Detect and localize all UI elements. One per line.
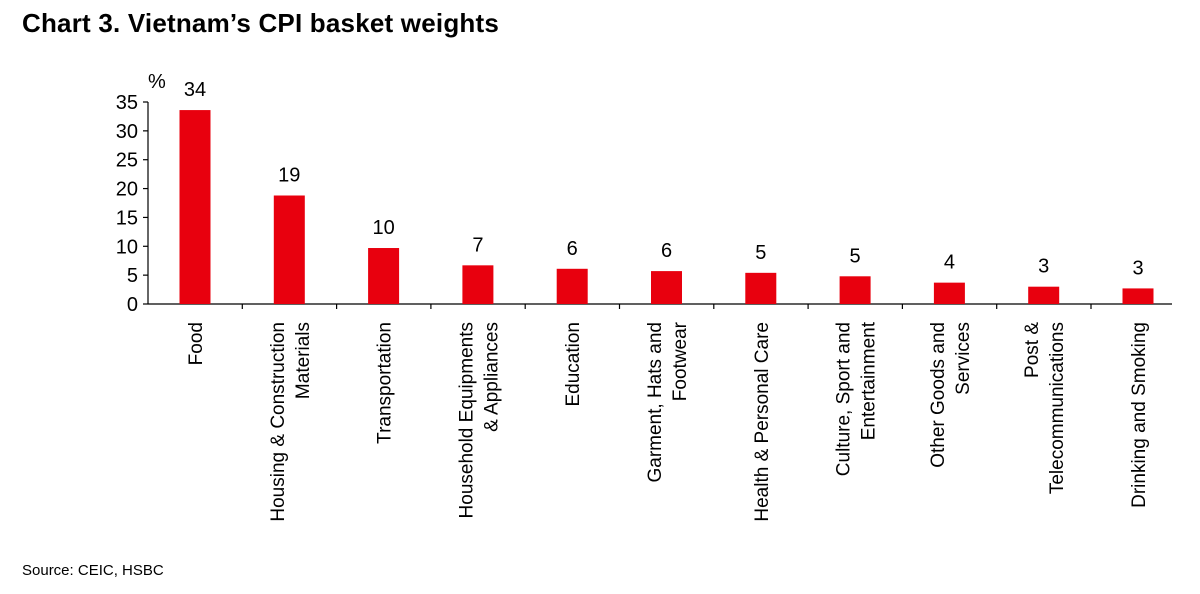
x-tick-label-line: Drinking and Smoking bbox=[1129, 322, 1150, 508]
x-tick-label-line: Health & Personal Care bbox=[752, 322, 773, 522]
y-tick-label: 35 bbox=[116, 92, 138, 114]
x-tick-label-line: Entertainment bbox=[859, 321, 880, 440]
x-tick-label-line: Services bbox=[953, 322, 974, 395]
x-tick-label-line: Food bbox=[186, 322, 207, 365]
data-label: 6 bbox=[567, 238, 578, 260]
x-tick-label-line: Education bbox=[563, 322, 584, 407]
x-tick-label-line: Transportation bbox=[375, 322, 396, 444]
x-tick-label: Household Equipments & Appliances bbox=[456, 322, 502, 518]
bar bbox=[179, 110, 211, 304]
x-tick-label: Post & Telecommunications bbox=[1022, 322, 1068, 494]
data-label: 5 bbox=[755, 242, 766, 264]
bar bbox=[556, 268, 588, 304]
x-tick-label-line: Telecommunications bbox=[1047, 322, 1068, 494]
y-tick-label: 10 bbox=[116, 236, 138, 258]
bar bbox=[839, 276, 871, 304]
x-tick-label-line: Footwear bbox=[670, 321, 691, 401]
x-tick-label-line: Culture, Sport and bbox=[834, 322, 855, 476]
data-label: 3 bbox=[1132, 257, 1143, 279]
y-tick-label: 30 bbox=[116, 121, 138, 143]
y-tick-label: 15 bbox=[116, 207, 138, 229]
bar bbox=[933, 282, 965, 304]
data-label: 19 bbox=[278, 164, 300, 186]
data-label: 34 bbox=[184, 79, 206, 101]
x-tick-label-line: Post & bbox=[1022, 322, 1043, 378]
bar bbox=[651, 271, 682, 304]
y-tick-label: 25 bbox=[116, 150, 138, 172]
x-tick-label: Drinking and Smoking bbox=[1129, 322, 1150, 508]
x-tick-label: Garment, Hats and Footwear bbox=[645, 321, 691, 482]
bar bbox=[1028, 286, 1060, 304]
chart-title: Chart 3. Vietnam’s CPI basket weights bbox=[22, 8, 499, 38]
bar bbox=[462, 265, 494, 304]
x-tick-label: Transportation bbox=[375, 322, 396, 444]
x-tick-label: Education bbox=[563, 322, 584, 407]
source-note: Source: CEIC, HSBC bbox=[22, 562, 164, 579]
y-tick-label: 5 bbox=[127, 265, 138, 287]
x-tick-label-line: Garment, Hats and bbox=[645, 322, 666, 483]
x-tick-label-line: Household Equipments bbox=[456, 322, 477, 518]
x-tick-label: Food bbox=[186, 322, 207, 365]
y-axis-unit-label: % bbox=[148, 71, 166, 93]
x-tick-label: Health & Personal Care bbox=[752, 322, 773, 522]
y-tick-label: 20 bbox=[116, 179, 138, 201]
data-label: 7 bbox=[472, 234, 483, 256]
x-tick-label: Other Goods and Services bbox=[928, 322, 974, 468]
bar bbox=[273, 195, 305, 304]
bar bbox=[368, 248, 400, 304]
bar bbox=[1122, 288, 1154, 304]
data-label: 6 bbox=[661, 240, 672, 262]
data-label: 10 bbox=[372, 217, 394, 239]
x-tick-label-line: Housing & Construction bbox=[268, 322, 289, 522]
y-tick-label: 0 bbox=[127, 294, 138, 316]
data-label: 3 bbox=[1038, 256, 1049, 278]
data-label: 5 bbox=[850, 245, 861, 267]
x-tick-label-line: Other Goods and bbox=[928, 322, 949, 468]
x-tick-label-line: Materials bbox=[293, 322, 314, 399]
bar bbox=[745, 272, 777, 304]
x-tick-label: Culture, Sport and Entertainment bbox=[834, 321, 880, 476]
x-tick-label-line: & Appliances bbox=[481, 322, 502, 432]
data-label: 4 bbox=[944, 252, 955, 274]
x-tick-label: Housing & Construction Materials bbox=[268, 322, 314, 522]
